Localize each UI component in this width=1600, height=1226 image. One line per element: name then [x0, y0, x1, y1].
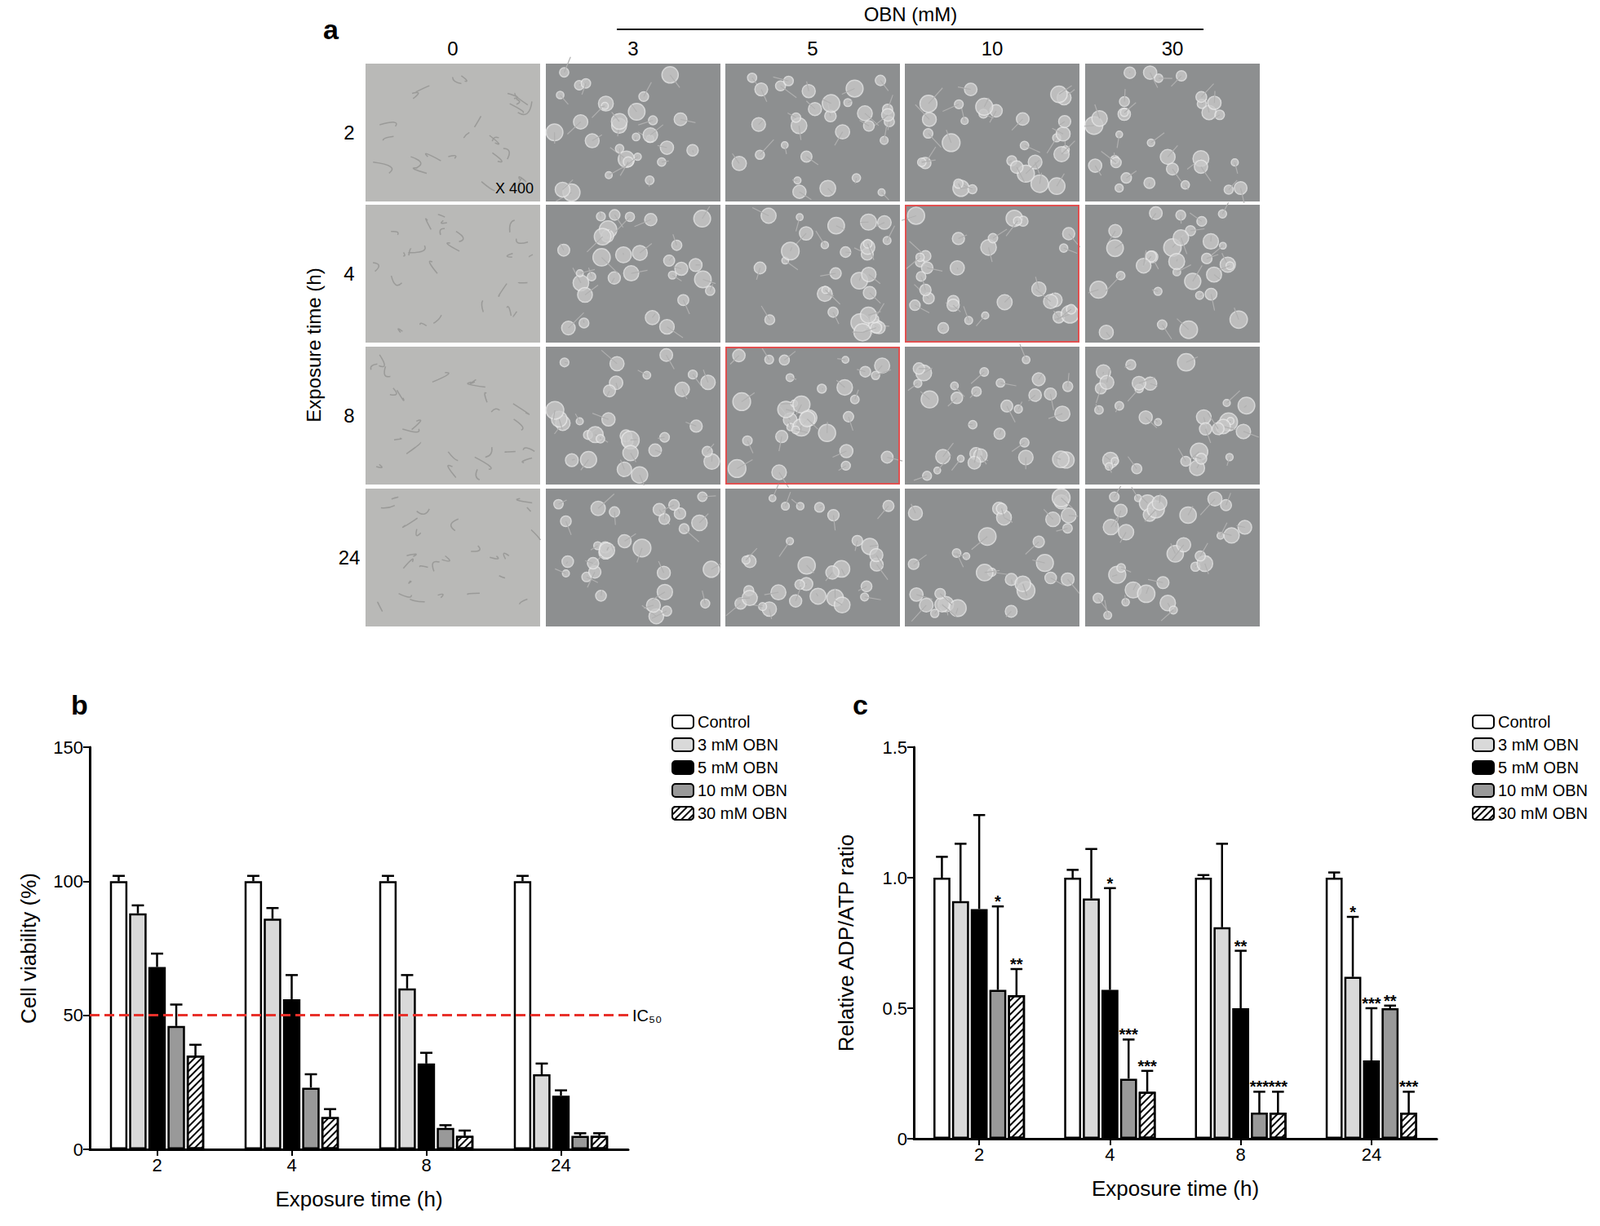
- svg-text:**: **: [1010, 955, 1024, 974]
- svg-text:4: 4: [1104, 1144, 1115, 1166]
- svg-text:24: 24: [1361, 1144, 1382, 1166]
- svg-text:24: 24: [550, 1155, 571, 1176]
- svg-text:10 mM OBN: 10 mM OBN: [697, 781, 788, 800]
- svg-text:8: 8: [343, 404, 355, 427]
- svg-text:3: 3: [627, 37, 639, 60]
- svg-text:Relative ADP/ATP ratio: Relative ADP/ATP ratio: [833, 834, 859, 1052]
- svg-text:**: **: [1383, 992, 1397, 1011]
- svg-text:c: c: [852, 689, 869, 721]
- svg-text:5 mM OBN: 5 mM OBN: [697, 758, 779, 777]
- svg-text:Exposure time (h): Exposure time (h): [274, 1187, 443, 1212]
- svg-text:50: 50: [63, 1005, 84, 1026]
- svg-text:**: **: [1234, 937, 1248, 956]
- svg-text:0: 0: [897, 1129, 908, 1150]
- svg-text:0: 0: [447, 37, 458, 60]
- svg-text:30 mM OBN: 30 mM OBN: [1498, 804, 1588, 823]
- svg-text:1.5: 1.5: [881, 737, 908, 758]
- svg-text:Control: Control: [697, 713, 750, 732]
- svg-text:10 mM OBN: 10 mM OBN: [1498, 781, 1588, 800]
- svg-text:30 mM OBN: 30 mM OBN: [697, 804, 788, 823]
- svg-text:***: ***: [1119, 1025, 1140, 1044]
- svg-text:10: 10: [981, 37, 1004, 60]
- svg-text:4: 4: [343, 262, 355, 285]
- svg-text:*: *: [1106, 874, 1113, 893]
- svg-text:***: ***: [1137, 1057, 1157, 1076]
- svg-text:2: 2: [151, 1155, 162, 1176]
- svg-text:*: *: [994, 892, 1002, 911]
- svg-text:***: ***: [1361, 994, 1382, 1013]
- svg-text:3 mM OBN: 3 mM OBN: [697, 735, 779, 754]
- svg-text:3 mM OBN: 3 mM OBN: [1498, 735, 1579, 754]
- svg-text:4: 4: [286, 1155, 297, 1176]
- svg-text:8: 8: [421, 1155, 431, 1176]
- svg-text:X 400: X 400: [495, 180, 534, 197]
- svg-text:1.0: 1.0: [881, 868, 908, 889]
- svg-text:2: 2: [343, 121, 355, 144]
- svg-text:IC₅₀: IC₅₀: [632, 1006, 662, 1025]
- svg-text:b: b: [70, 689, 89, 721]
- svg-text:OBN (mM): OBN (mM): [864, 3, 958, 26]
- svg-text:30: 30: [1161, 37, 1184, 60]
- svg-text:Exposure time (h): Exposure time (h): [302, 267, 325, 422]
- svg-text:8: 8: [1236, 1144, 1246, 1166]
- svg-text:2: 2: [974, 1144, 984, 1166]
- svg-text:5: 5: [806, 37, 818, 60]
- svg-text:***: ***: [1268, 1077, 1289, 1096]
- svg-text:***: ***: [1249, 1077, 1270, 1096]
- svg-text:a: a: [323, 13, 340, 45]
- svg-text:Cell viability (%): Cell viability (%): [16, 873, 41, 1024]
- svg-text:0.5: 0.5: [881, 998, 908, 1020]
- svg-text:150: 150: [53, 737, 84, 758]
- svg-text:0: 0: [73, 1139, 84, 1161]
- svg-text:Exposure time (h): Exposure time (h): [1091, 1176, 1259, 1202]
- svg-text:*: *: [1349, 903, 1357, 922]
- svg-text:5 mM OBN: 5 mM OBN: [1498, 758, 1579, 777]
- svg-text:***: ***: [1399, 1077, 1419, 1096]
- svg-text:Control: Control: [1498, 713, 1551, 732]
- svg-text:24: 24: [338, 546, 361, 569]
- svg-text:100: 100: [53, 871, 84, 892]
